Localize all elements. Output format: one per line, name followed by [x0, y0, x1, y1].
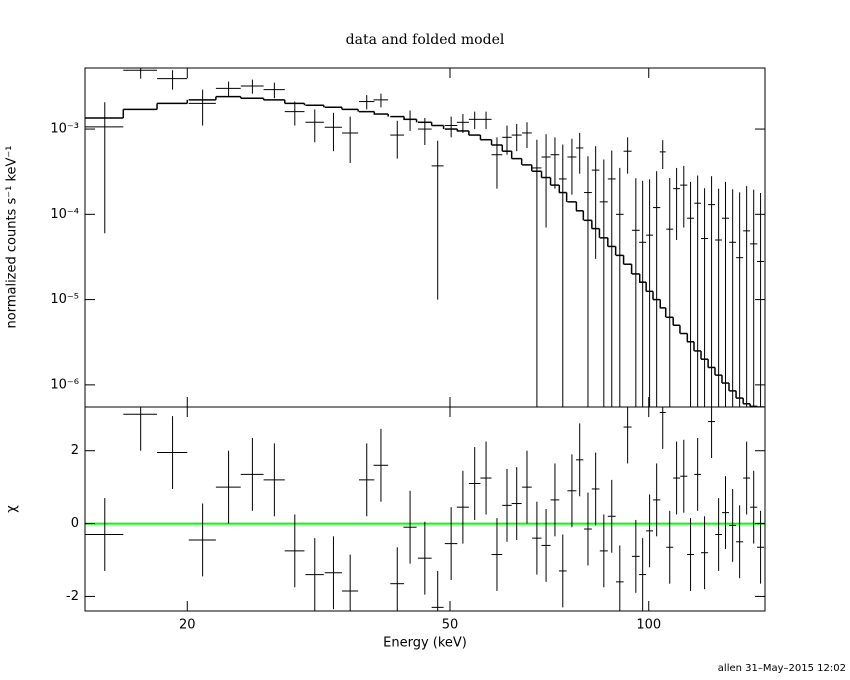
frame	[84, 67, 766, 612]
footer: allen 31–May–2015 12:02	[718, 663, 846, 674]
y-axis-label: normalized counts s⁻¹ keV⁻¹	[5, 146, 20, 329]
top-plot	[85, 68, 765, 407]
y-tick-label: 0	[71, 516, 79, 531]
chart-title: data and folded model	[346, 32, 505, 48]
x-tick-label: 50	[442, 618, 459, 633]
x-axis-label: Energy (keV)	[383, 636, 467, 651]
x-tick-label: 20	[179, 618, 196, 633]
y-tick-label: 10⁻⁴	[50, 207, 79, 222]
y-tick-label: 10⁻⁵	[50, 292, 79, 307]
x-tick-label: 100	[636, 618, 661, 633]
y-tick-label: 10⁻³	[50, 122, 79, 137]
bottom-plot	[85, 407, 765, 611]
axes: 20 50 100 10⁻⁶ 10⁻⁵ 10⁻⁴ 10⁻³ -2 0 2	[50, 68, 765, 633]
y-axis-label: χ	[5, 505, 20, 513]
y-tick-label: -2	[66, 589, 79, 604]
y-tick-label: 10⁻⁶	[50, 377, 79, 392]
y-tick-label: 2	[71, 443, 79, 458]
